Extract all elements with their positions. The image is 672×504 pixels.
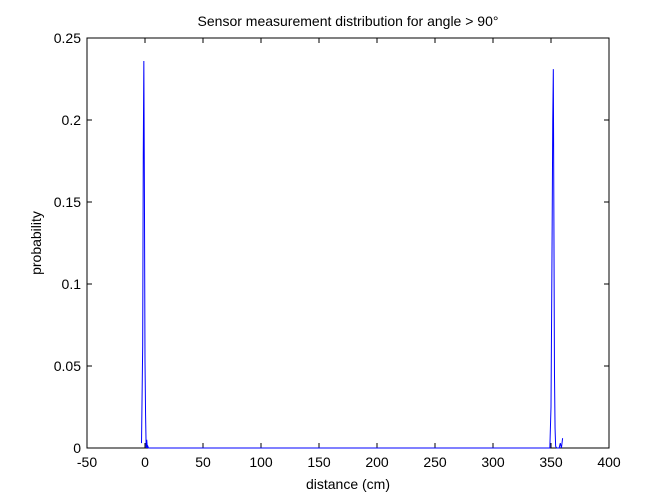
x-tick-label: 350 [539, 454, 563, 470]
y-axis-label: probability [28, 211, 44, 275]
x-tick-label: -50 [77, 454, 97, 470]
y-tick-label: 0.15 [54, 194, 81, 210]
y-tick-label: 0.2 [62, 112, 82, 128]
y-tick-label: 0.1 [62, 276, 82, 292]
series-group [141, 60, 564, 449]
x-tick-label: 50 [195, 454, 211, 470]
ticks-group: -50 0 50 100 150 200 250 300 350 40000.050.10.150… [54, 30, 621, 470]
y-tick-label: 0 [73, 440, 81, 456]
x-axis-label: distance (cm) [306, 476, 390, 492]
x-tick-label: 0 [141, 454, 149, 470]
x-tick-label: 400 [597, 454, 621, 470]
x-tick-label: 250 [423, 454, 447, 470]
x-tick-label: 150 [307, 454, 331, 470]
x-tick-label: 100 [249, 454, 273, 470]
plot-area [86, 37, 610, 449]
y-tick-label: 0.05 [54, 358, 81, 374]
x-tick-label: 300 [481, 454, 505, 470]
chart-title: Sensor measurement distribution for angl… [198, 13, 499, 29]
y-tick-label: 0.25 [54, 30, 81, 46]
x-tick-label: 200 [365, 454, 389, 470]
series-line [141, 60, 564, 449]
